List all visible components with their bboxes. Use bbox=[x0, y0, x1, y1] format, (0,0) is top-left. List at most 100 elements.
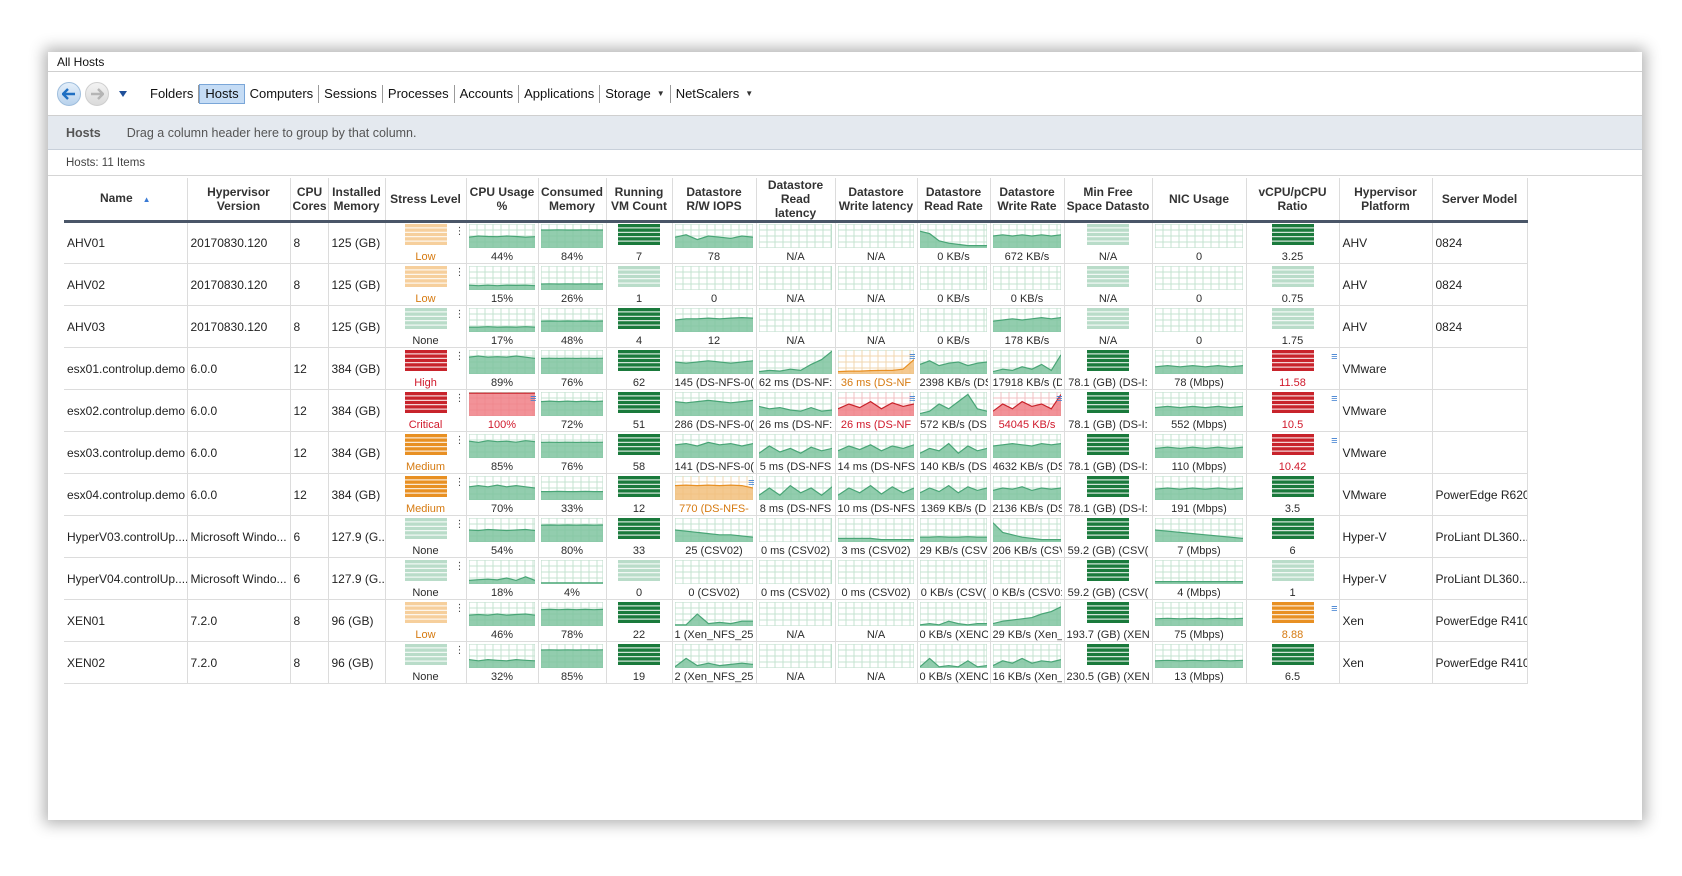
cell-model: 0824 bbox=[1432, 263, 1528, 306]
forward-button[interactable] bbox=[85, 81, 109, 106]
more-vertical-icon[interactable]: ⋮ bbox=[454, 393, 465, 404]
cell-value: 0 bbox=[1195, 292, 1203, 305]
more-vertical-icon[interactable]: ⋮ bbox=[454, 435, 465, 446]
cell-rlat: N/A bbox=[756, 221, 836, 264]
sparkline-graphic bbox=[469, 391, 535, 416]
cell-rrate: 0 KB/s (XENC bbox=[917, 641, 991, 684]
cell-nic: 0 bbox=[1152, 263, 1247, 306]
more-vertical-icon[interactable]: ⋮ bbox=[454, 477, 465, 488]
cell-value: Critical bbox=[408, 418, 443, 431]
details-list-icon[interactable]: ≡ bbox=[909, 393, 916, 405]
details-list-icon[interactable]: ≡ bbox=[1331, 603, 1338, 615]
tab-netscalers[interactable]: NetScalers ▼ bbox=[671, 85, 759, 103]
column-header-iops[interactable]: Datastore R/W IOPS bbox=[672, 178, 757, 223]
column-header-stress[interactable]: Stress Level bbox=[385, 178, 467, 223]
cell-iops: 0 (CSV02) bbox=[672, 557, 757, 600]
host-row[interactable]: AHV03 20170830.120 8 125 (GB) None ⋮ 17% 48% 4 12… bbox=[64, 305, 1528, 348]
more-vertical-icon[interactable]: ⋮ bbox=[454, 309, 465, 320]
host-row[interactable]: AHV02 20170830.120 8 125 (GB) Low ⋮ 15% 26% 1 0 N/… bbox=[64, 263, 1528, 306]
details-list-icon[interactable]: ≡ bbox=[1056, 393, 1063, 405]
more-vertical-icon[interactable]: ⋮ bbox=[454, 519, 465, 530]
more-vertical-icon[interactable]: ⋮ bbox=[454, 603, 465, 614]
host-row[interactable]: AHV01 20170830.120 8 125 (GB) Low ⋮ 44% 84% 7 78 N… bbox=[64, 221, 1528, 264]
sparkline-graphic bbox=[993, 475, 1061, 500]
column-header-wlat[interactable]: Datastore Write latency bbox=[835, 178, 918, 223]
back-button[interactable] bbox=[57, 81, 81, 106]
host-row[interactable]: esx03.controlup.demo 6.0.0 12 384 (GB) Mediu… bbox=[64, 431, 1528, 474]
history-dropdown[interactable] bbox=[115, 82, 131, 106]
items-count: Hosts: 11 Items bbox=[48, 150, 1642, 176]
more-vertical-icon[interactable]: ⋮ bbox=[454, 267, 465, 278]
sparkline-graphic bbox=[541, 433, 603, 458]
tab-hosts[interactable]: Hosts bbox=[199, 83, 245, 104]
details-list-icon[interactable]: ≡ bbox=[530, 393, 537, 405]
cell-cores: 12 bbox=[290, 347, 329, 390]
cell-cpu: 89% bbox=[466, 347, 539, 390]
tab-applications[interactable]: Applications bbox=[519, 84, 601, 103]
column-header-wrate[interactable]: Datastore Write Rate bbox=[990, 178, 1065, 223]
host-row[interactable]: XEN01 7.2.0 8 96 (GB) Low ⋮ 46% 78% 22 1 (Xen_NFS… bbox=[64, 599, 1528, 642]
tab-processes[interactable]: Processes bbox=[383, 84, 455, 103]
cell-value: 58 bbox=[632, 460, 646, 473]
tab-storage[interactable]: Storage ▼ bbox=[600, 84, 671, 103]
cell-rrate: 0 KB/s bbox=[917, 263, 991, 306]
cell-value: 4% bbox=[564, 586, 580, 599]
column-header-ratio[interactable]: vCPU/pCPU Ratio bbox=[1246, 178, 1340, 223]
host-row[interactable]: XEN02 7.2.0 8 96 (GB) None ⋮ 32% 85% 19 2 (Xen_NF… bbox=[64, 641, 1528, 684]
column-header-name[interactable]: Name ▲ bbox=[64, 178, 188, 223]
details-list-icon[interactable]: ≡ bbox=[1331, 435, 1338, 447]
details-list-icon[interactable]: ≡ bbox=[1331, 393, 1338, 405]
group-by-panel[interactable]: Hosts Drag a column header here to group… bbox=[48, 116, 1642, 150]
column-header-label: Running VM Count bbox=[611, 185, 667, 213]
cell-name: esx03.controlup.demo bbox=[64, 431, 188, 474]
column-header-rrate[interactable]: Datastore Read Rate bbox=[917, 178, 991, 223]
tab-accounts[interactable]: Accounts bbox=[455, 84, 520, 103]
sparkline-graphic bbox=[920, 643, 987, 668]
tab-folders[interactable]: Folders bbox=[145, 84, 200, 103]
cell-value: 1369 KB/s (D bbox=[920, 502, 987, 515]
more-vertical-icon[interactable]: ⋮ bbox=[454, 561, 465, 572]
cell-value: 140 KB/s (DS bbox=[920, 460, 987, 473]
column-header-hv[interactable]: Hypervisor Version bbox=[187, 178, 291, 223]
column-header-vm[interactable]: Running VM Count bbox=[606, 178, 673, 223]
cell-stress: None ⋮ bbox=[385, 515, 467, 558]
details-list-icon[interactable]: ≡ bbox=[909, 351, 916, 363]
column-header-minfree[interactable]: Min Free Space Datasto bbox=[1064, 178, 1153, 223]
host-row[interactable]: HyperV03.controlUp.... Microsoft Windo...… bbox=[64, 515, 1528, 558]
cell-value: 51 bbox=[632, 418, 646, 431]
cell-hv: 20170830.120 bbox=[187, 221, 291, 264]
column-header-cmem[interactable]: Consumed Memory bbox=[538, 178, 607, 223]
more-vertical-icon[interactable]: ⋮ bbox=[454, 645, 465, 656]
column-header-platform[interactable]: Hypervisor Platform bbox=[1339, 178, 1433, 223]
column-header-cpu[interactable]: CPU Usage % bbox=[466, 178, 539, 223]
column-header-model[interactable]: Server Model bbox=[1432, 178, 1528, 223]
cell-iops: 12 bbox=[672, 305, 757, 348]
cell-wlat: 3 ms (CSV02) bbox=[835, 515, 918, 558]
host-row[interactable]: esx02.controlup.demo 6.0.0 12 384 (GB) Criti… bbox=[64, 389, 1528, 432]
more-vertical-icon[interactable]: ⋮ bbox=[454, 226, 465, 237]
more-vertical-icon[interactable]: ⋮ bbox=[454, 351, 465, 362]
cell-value: 72% bbox=[560, 418, 584, 431]
cell-value: 0 KB/s (CSV( bbox=[920, 586, 987, 599]
column-header-rlat[interactable]: Datastore Read latency bbox=[756, 178, 836, 223]
cell-wrate: 29 KB/s (Xen_ bbox=[990, 599, 1065, 642]
cell-value: 85% bbox=[490, 460, 514, 473]
details-list-icon[interactable]: ≡ bbox=[748, 477, 755, 489]
cell-platform: VMware bbox=[1339, 389, 1433, 432]
host-row[interactable]: esx01.controlup.demo 6.0.0 12 384 (GB) High ⋮… bbox=[64, 347, 1528, 390]
host-row[interactable]: esx04.controlup.demo 6.0.0 12 384 (GB) Mediu… bbox=[64, 473, 1528, 516]
column-header-mem[interactable]: Installed Memory bbox=[328, 178, 386, 223]
cell-cpu: 46% bbox=[466, 599, 539, 642]
column-header-cores[interactable]: CPU Cores bbox=[290, 178, 329, 223]
sparkline-graphic bbox=[675, 391, 753, 416]
host-row[interactable]: HyperV04.controlUp.... Microsoft Windo...… bbox=[64, 557, 1528, 600]
cell-minfree: N/A bbox=[1064, 305, 1153, 348]
tab-computers[interactable]: Computers bbox=[245, 84, 320, 103]
cell-vm: 51 bbox=[606, 389, 673, 432]
details-list-icon[interactable]: ≡ bbox=[1331, 351, 1338, 363]
level-bars-graphic bbox=[404, 349, 447, 371]
cell-value: N/A bbox=[866, 628, 886, 641]
column-header-nic[interactable]: NIC Usage bbox=[1152, 178, 1247, 223]
tab-sessions[interactable]: Sessions bbox=[319, 84, 383, 103]
sparkline-graphic bbox=[993, 265, 1061, 290]
